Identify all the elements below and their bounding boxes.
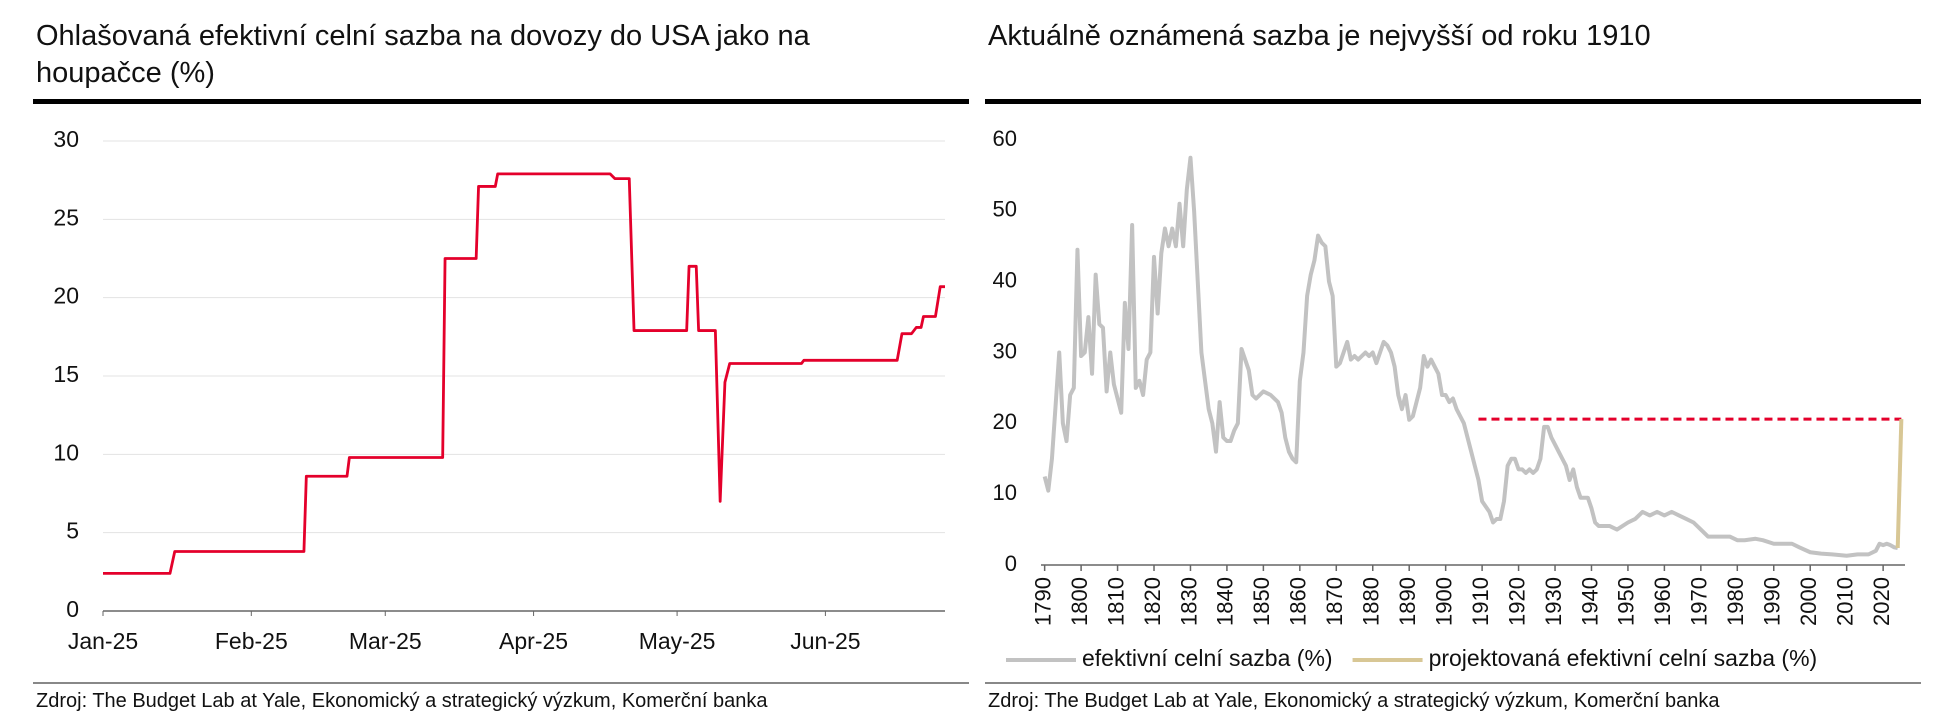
y-tick-label: 20 bbox=[993, 409, 1017, 434]
x-tick-label: 1900 bbox=[1431, 577, 1456, 626]
header-rule bbox=[985, 99, 1921, 104]
x-tick-label: 1880 bbox=[1359, 577, 1384, 626]
chart-title: Aktuálně oznámená sazba je nejvyšší od r… bbox=[988, 20, 1651, 52]
y-tick-label: 15 bbox=[53, 361, 79, 387]
x-tick-label: Mar-25 bbox=[349, 628, 422, 654]
x-tick-label: 1930 bbox=[1541, 577, 1566, 626]
x-tick-label: 1970 bbox=[1687, 577, 1712, 626]
source-note: Zdroj: The Budget Lab at Yale, Ekonomick… bbox=[36, 690, 768, 712]
x-tick-label: 2000 bbox=[1796, 577, 1821, 626]
x-tick-label: 1940 bbox=[1577, 577, 1602, 626]
legend-label: projektovaná efektivní celní sazba (%) bbox=[1429, 645, 1818, 671]
y-tick-label: 5 bbox=[66, 518, 79, 544]
x-tick-label: 1840 bbox=[1213, 577, 1238, 626]
y-tick-label: 30 bbox=[53, 126, 79, 152]
y-tick-label: 60 bbox=[993, 126, 1017, 151]
source-note: Zdroj: The Budget Lab at Yale, Ekonomick… bbox=[988, 690, 1720, 712]
y-tick-label: 20 bbox=[53, 283, 79, 309]
x-tick-label: 1910 bbox=[1468, 577, 1493, 626]
y-tick-label: 0 bbox=[1005, 551, 1017, 576]
x-tick-label: 2010 bbox=[1832, 577, 1857, 626]
x-tick-label: 1950 bbox=[1614, 577, 1639, 626]
x-tick-label: 1830 bbox=[1176, 577, 1201, 626]
x-tick-label: Jun-25 bbox=[790, 628, 860, 654]
x-tick-label: 1800 bbox=[1067, 577, 1092, 626]
x-tick-label: 1980 bbox=[1723, 577, 1748, 626]
x-tick-label: Apr-25 bbox=[499, 628, 568, 654]
series-line bbox=[1895, 419, 1904, 549]
x-tick-label: 1790 bbox=[1030, 577, 1055, 626]
x-tick-label: Jan-25 bbox=[68, 628, 138, 654]
series-line bbox=[1042, 155, 1899, 558]
x-tick-label: 1890 bbox=[1395, 577, 1420, 626]
y-tick-label: 0 bbox=[66, 596, 79, 622]
y-tick-label: 30 bbox=[993, 338, 1017, 363]
y-tick-label: 50 bbox=[993, 197, 1017, 222]
series-line bbox=[103, 172, 945, 575]
x-tick-label: 2020 bbox=[1869, 577, 1894, 626]
x-tick-label: 1820 bbox=[1140, 577, 1165, 626]
x-tick-label: 1860 bbox=[1286, 577, 1311, 626]
header-rule bbox=[33, 99, 969, 104]
footer-rule bbox=[33, 682, 969, 684]
x-tick-label: 1810 bbox=[1103, 577, 1128, 626]
x-tick-label: Feb-25 bbox=[215, 628, 288, 654]
y-tick-label: 10 bbox=[993, 480, 1017, 505]
y-tick-label: 10 bbox=[53, 439, 79, 465]
x-tick-label: 1920 bbox=[1504, 577, 1529, 626]
y-tick-label: 25 bbox=[53, 204, 79, 230]
legend-label: efektivní celní sazba (%) bbox=[1082, 645, 1333, 671]
footer-rule bbox=[985, 682, 1921, 684]
x-tick-label: May-25 bbox=[639, 628, 716, 654]
y-tick-label: 40 bbox=[993, 267, 1017, 292]
chart-title: Ohlašovaná efektivní celní sazba na dovo… bbox=[36, 20, 810, 89]
x-tick-label: 1960 bbox=[1650, 577, 1675, 626]
x-tick-label: 1850 bbox=[1249, 577, 1274, 626]
x-tick-label: 1990 bbox=[1760, 577, 1785, 626]
x-tick-label: 1870 bbox=[1322, 577, 1347, 626]
